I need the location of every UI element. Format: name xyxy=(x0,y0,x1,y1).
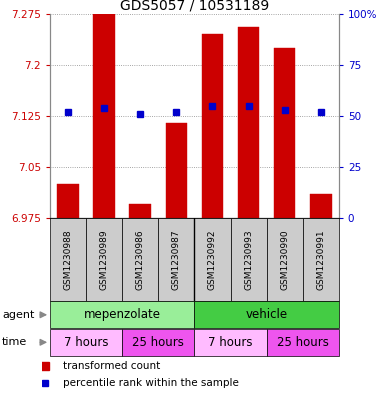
Bar xyxy=(158,218,194,301)
Bar xyxy=(122,218,158,301)
Bar xyxy=(122,329,194,356)
Bar xyxy=(166,123,187,218)
Text: mepenzolate: mepenzolate xyxy=(84,308,161,321)
Bar xyxy=(266,329,339,356)
Bar xyxy=(194,329,266,356)
Bar xyxy=(266,218,303,301)
Text: GSM1230988: GSM1230988 xyxy=(64,229,73,290)
Text: time: time xyxy=(2,337,27,347)
Text: 25 hours: 25 hours xyxy=(132,336,184,349)
Bar xyxy=(202,34,223,218)
Text: GSM1230992: GSM1230992 xyxy=(208,229,217,290)
Text: transformed count: transformed count xyxy=(63,361,160,371)
Text: 7 hours: 7 hours xyxy=(208,336,253,349)
Text: GSM1230989: GSM1230989 xyxy=(100,229,109,290)
Text: percentile rank within the sample: percentile rank within the sample xyxy=(63,378,239,388)
Bar xyxy=(86,218,122,301)
Bar xyxy=(57,184,79,218)
Bar xyxy=(50,301,194,328)
Bar xyxy=(129,204,151,218)
Text: GSM1230987: GSM1230987 xyxy=(172,229,181,290)
Bar xyxy=(303,218,339,301)
Title: GDS5057 / 10531189: GDS5057 / 10531189 xyxy=(120,0,269,13)
Bar xyxy=(231,218,266,301)
Text: agent: agent xyxy=(2,310,34,320)
Text: 25 hours: 25 hours xyxy=(277,336,329,349)
Text: GSM1230991: GSM1230991 xyxy=(316,229,325,290)
Text: GSM1230990: GSM1230990 xyxy=(280,229,289,290)
Text: GSM1230986: GSM1230986 xyxy=(136,229,145,290)
Text: 7 hours: 7 hours xyxy=(64,336,109,349)
Bar xyxy=(94,14,115,218)
Bar xyxy=(50,218,86,301)
Text: GSM1230993: GSM1230993 xyxy=(244,229,253,290)
Bar xyxy=(310,194,331,218)
Bar xyxy=(194,301,339,328)
Bar xyxy=(238,28,259,218)
Text: vehicle: vehicle xyxy=(246,308,288,321)
Bar xyxy=(194,218,231,301)
Bar xyxy=(50,329,122,356)
Bar xyxy=(274,48,296,218)
